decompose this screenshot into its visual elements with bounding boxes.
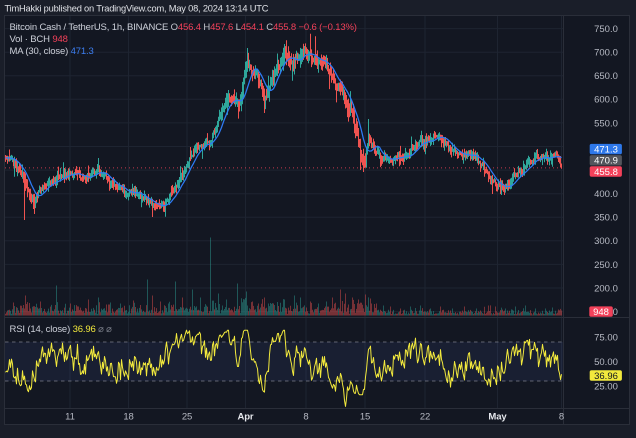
svg-text:Apr: Apr — [237, 412, 253, 423]
svg-text:TimHakki published on TradingV: TimHakki published on TradingView.com, M… — [5, 4, 269, 14]
svg-text:948: 948 — [593, 307, 609, 318]
svg-text:25.00: 25.00 — [594, 381, 618, 392]
svg-text:Vol · BCH 948: Vol · BCH 948 — [10, 34, 68, 45]
svg-text:8: 8 — [559, 412, 564, 423]
svg-text:May: May — [488, 412, 507, 423]
svg-text:75.00: 75.00 — [594, 333, 618, 344]
svg-text:471.3: 471.3 — [594, 145, 618, 156]
svg-text:550.0: 550.0 — [594, 118, 618, 129]
svg-text:Bitcoin Cash / TetherUS, 1h, B: Bitcoin Cash / TetherUS, 1h, BINANCE O45… — [10, 22, 357, 33]
svg-text:750.0: 750.0 — [594, 24, 618, 35]
svg-text:200.0: 200.0 — [594, 283, 618, 294]
svg-text:350.0: 350.0 — [594, 213, 618, 224]
svg-text:600.0: 600.0 — [594, 95, 618, 106]
svg-text:400.0: 400.0 — [594, 189, 618, 200]
svg-text:300.0: 300.0 — [594, 236, 618, 247]
svg-text:36.96: 36.96 — [594, 371, 618, 382]
svg-text:8: 8 — [303, 412, 308, 423]
svg-text:RSI (14, close) 36.96 ⌀ ⌀: RSI (14, close) 36.96 ⌀ ⌀ — [10, 324, 113, 335]
svg-text:470.9: 470.9 — [594, 156, 618, 167]
svg-text:15: 15 — [360, 412, 370, 423]
svg-text:700.0: 700.0 — [594, 48, 618, 59]
svg-text:455.8: 455.8 — [594, 167, 618, 178]
svg-text:650.0: 650.0 — [594, 71, 618, 82]
svg-text:25: 25 — [182, 412, 192, 423]
svg-text:11: 11 — [65, 412, 75, 423]
svg-text:18: 18 — [123, 412, 133, 423]
svg-text:22: 22 — [420, 412, 430, 423]
svg-text:250.0: 250.0 — [594, 260, 618, 271]
svg-text:MA (30, close) 471.3: MA (30, close) 471.3 — [10, 46, 94, 57]
svg-text:50.00: 50.00 — [594, 357, 618, 368]
